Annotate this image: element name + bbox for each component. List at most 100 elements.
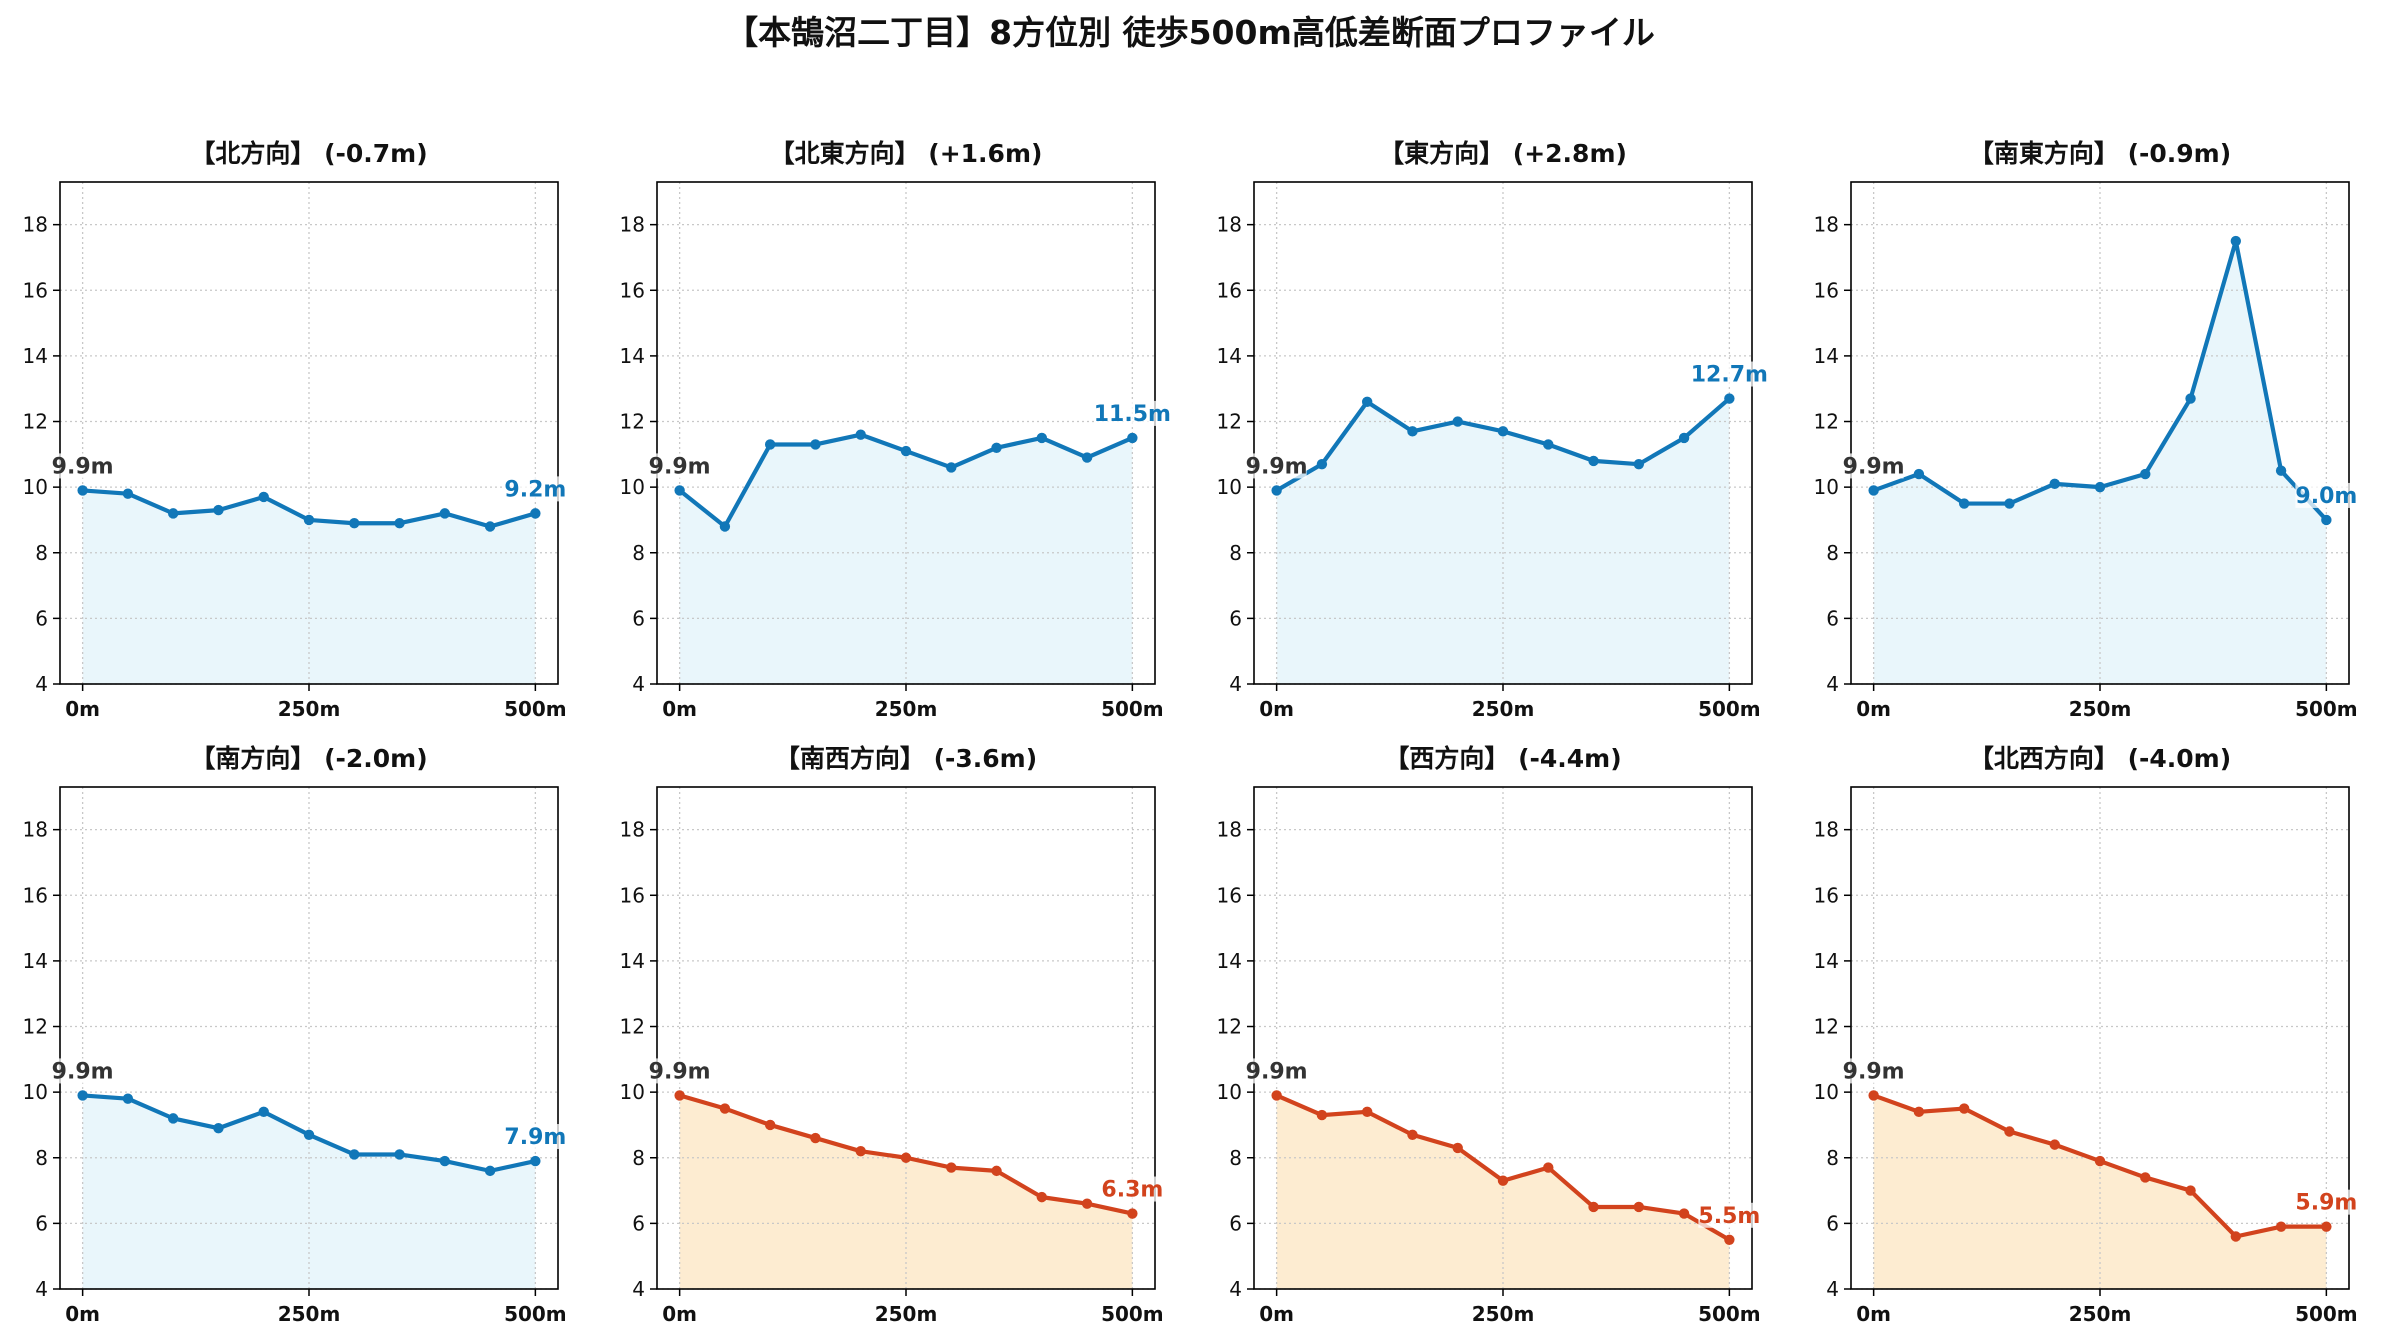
y-tick-label: 6: [632, 1211, 645, 1235]
y-tick-label: 18: [23, 213, 48, 237]
start-value-label: 9.9m: [649, 1059, 711, 1084]
data-point: [900, 445, 912, 457]
y-tick-label: 12: [1217, 1015, 1242, 1039]
data-point: [946, 1162, 957, 1173]
end-value-label: 7.9m: [504, 1125, 566, 1150]
data-point: [1316, 458, 1328, 470]
data-point: [122, 488, 134, 499]
data-point: [764, 439, 776, 450]
y-tick-label: 16: [23, 278, 48, 302]
x-tick-label: 500m: [1101, 1302, 1164, 1326]
data-point: [1958, 498, 1970, 509]
data-point: [2004, 1126, 2015, 1137]
y-tick-label: 8: [632, 1146, 645, 1170]
y-tick-label: 16: [23, 883, 48, 907]
y-tick-label: 18: [1814, 213, 1839, 237]
data-point: [1316, 1109, 1328, 1121]
data-point: [1913, 1106, 1925, 1118]
x-tick-label: 250m: [278, 697, 341, 721]
x-tick-label: 500m: [504, 697, 567, 721]
end-value-label: 9.0m: [2295, 484, 2357, 509]
chart-panel: 【北東方向】 (+1.6m) 4 6 8 10 12 14 16 18 0m 250m 500m 9.9…: [620, 139, 1171, 721]
data-point: [258, 491, 269, 503]
data-point: [1036, 432, 1048, 444]
y-tick-label: 8: [1229, 1146, 1242, 1170]
y-tick-label: 4: [1229, 1277, 1242, 1301]
x-tick-label: 250m: [278, 1302, 341, 1326]
data-point: [1958, 1103, 1970, 1114]
annotation-bg: [649, 453, 710, 479]
data-point: [2275, 1221, 2287, 1232]
page-title: 【本鵠沼二丁目】8方位別 徒歩500m高低差断面プロファイル: [725, 13, 1655, 52]
annotation-bg: [1246, 453, 1307, 479]
end-value-label: 5.9m: [2295, 1191, 2357, 1216]
start-value-label: 9.9m: [649, 454, 711, 479]
x-tick-label: 0m: [1259, 697, 1294, 721]
y-tick-label: 18: [620, 818, 645, 842]
data-point: [674, 1090, 685, 1101]
data-point: [1452, 1142, 1463, 1154]
area-fill: [679, 434, 1133, 684]
x-tick-label: 250m: [2069, 1302, 2132, 1326]
annotation-bg: [1246, 1058, 1307, 1084]
y-tick-label: 12: [1814, 1015, 1839, 1039]
y-tick-label: 14: [23, 344, 48, 368]
y-tick-label: 10: [1217, 1080, 1242, 1104]
x-tick-label: 250m: [1472, 1302, 1535, 1326]
data-point: [1868, 485, 1879, 496]
data-point: [1361, 1106, 1373, 1118]
data-point: [1497, 1175, 1509, 1186]
data-point: [122, 1093, 134, 1104]
data-point: [484, 521, 496, 532]
x-tick-label: 500m: [1101, 697, 1164, 721]
y-tick-label: 14: [1814, 344, 1839, 368]
data-point: [2094, 481, 2106, 493]
data-point: [1678, 432, 1690, 444]
data-point: [2321, 514, 2332, 526]
y-tick-label: 10: [23, 475, 48, 499]
data-point: [1678, 1208, 1690, 1219]
data-point: [394, 518, 405, 529]
chart-panel: 【南西方向】 (-3.6m) 4 6 8 10 12 14 16 18 0m 250m 500m 9.9…: [620, 744, 1164, 1326]
y-tick-label: 12: [23, 1015, 48, 1039]
y-tick-label: 4: [35, 672, 48, 696]
data-point: [1452, 416, 1463, 427]
chart-panel: 【南東方向】 (-0.9m) 4 6 8 10 12 14 16 18 0m 250m 500m 9.9…: [1814, 139, 2358, 721]
data-point: [2140, 468, 2151, 480]
data-point: [810, 1132, 821, 1144]
data-point: [2275, 465, 2287, 476]
data-point: [1271, 485, 1282, 496]
y-tick-label: 10: [620, 1080, 645, 1104]
annotation-bg: [52, 453, 113, 479]
data-point: [167, 1113, 179, 1124]
data-point: [2185, 393, 2196, 404]
x-tick-label: 0m: [65, 1302, 100, 1326]
area-fill: [1276, 398, 1730, 684]
y-tick-label: 6: [1229, 606, 1242, 630]
chart-title: 【南方向】 (-2.0m): [190, 744, 427, 773]
y-tick-label: 10: [1814, 475, 1839, 499]
data-point: [77, 485, 88, 496]
y-tick-label: 6: [1229, 1211, 1242, 1235]
y-tick-label: 8: [632, 541, 645, 565]
chart-title: 【北東方向】 (+1.6m): [770, 139, 1043, 168]
data-point: [349, 518, 360, 529]
data-point: [303, 1129, 315, 1140]
data-point: [2094, 1155, 2106, 1167]
data-point: [167, 508, 179, 519]
y-tick-label: 16: [1814, 278, 1839, 302]
x-tick-label: 500m: [1698, 1302, 1761, 1326]
chart-title: 【西方向】 (-4.4m): [1384, 744, 1621, 773]
data-point: [855, 429, 866, 440]
y-tick-label: 10: [1814, 1080, 1839, 1104]
data-point: [530, 508, 541, 519]
data-point: [855, 1145, 866, 1157]
x-tick-label: 0m: [662, 697, 697, 721]
annotation-bg: [1094, 400, 1171, 426]
y-tick-label: 16: [620, 278, 645, 302]
y-tick-label: 6: [632, 606, 645, 630]
y-tick-label: 6: [1826, 606, 1839, 630]
x-tick-label: 250m: [875, 1302, 938, 1326]
data-point: [2049, 478, 2060, 490]
data-point: [946, 462, 957, 473]
